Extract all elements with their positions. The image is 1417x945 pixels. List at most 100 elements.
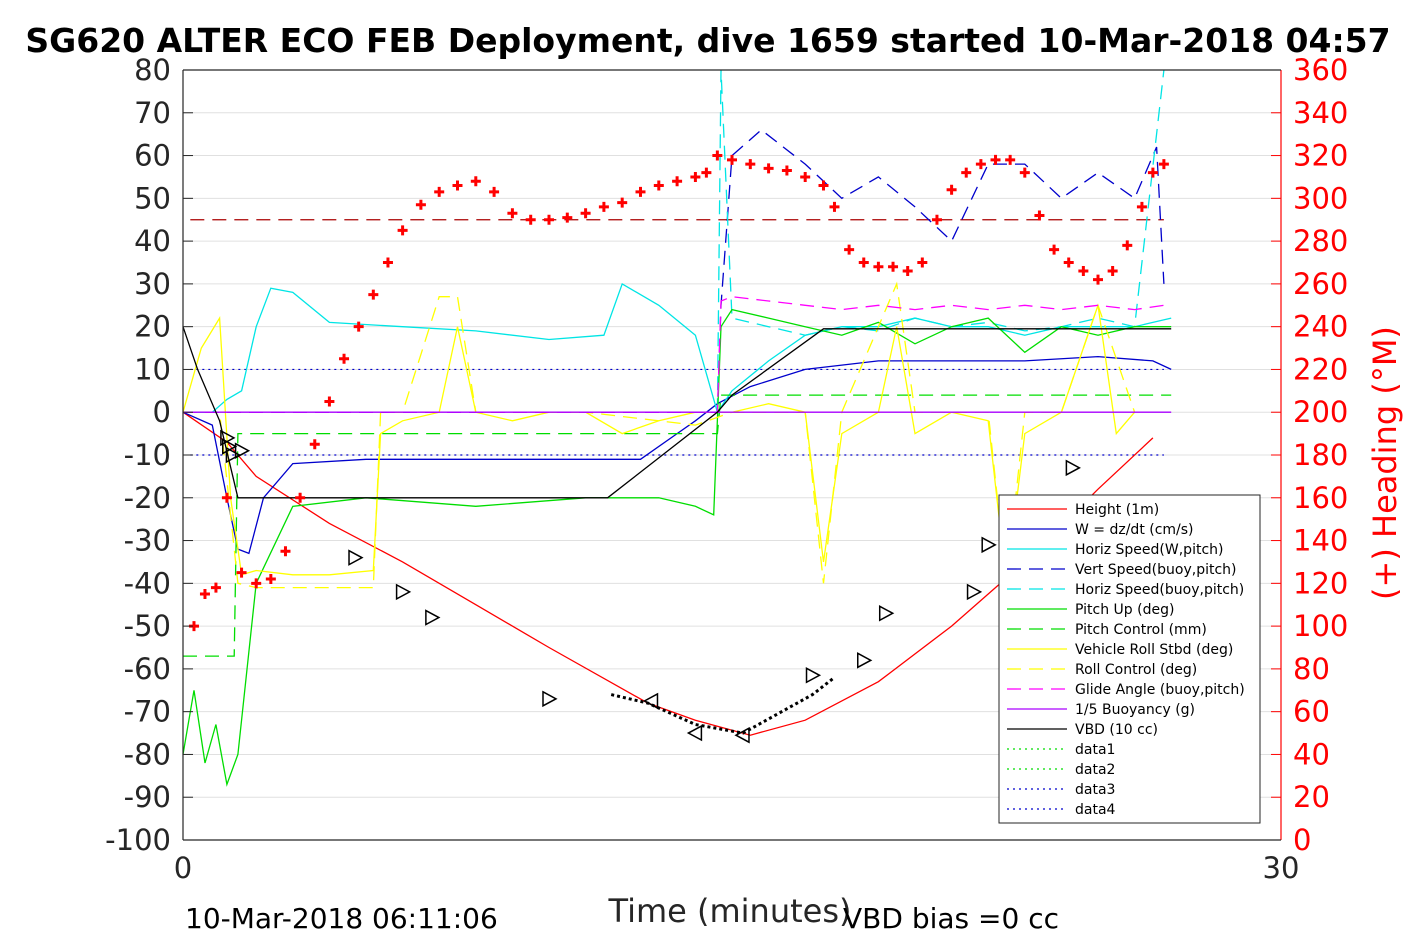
heading-marker bbox=[397, 225, 408, 236]
series-line bbox=[182, 355, 1172, 555]
heading-marker bbox=[368, 289, 379, 300]
legend-label: Vert Speed(buoy,pitch) bbox=[1075, 562, 1237, 578]
legend-label: data4 bbox=[1075, 802, 1116, 818]
heading-marker bbox=[617, 197, 628, 208]
heading-marker bbox=[1107, 266, 1118, 277]
heading-marker bbox=[251, 578, 262, 589]
x-tick-label: 0 bbox=[174, 851, 192, 885]
y-tick-label: -40 bbox=[124, 566, 171, 600]
y-tick-label: 40 bbox=[134, 224, 171, 258]
triangle-marker bbox=[642, 692, 659, 710]
heading-marker bbox=[489, 186, 500, 197]
y-tick-label: 70 bbox=[134, 96, 171, 130]
y-tick-label: -80 bbox=[124, 737, 171, 771]
y-right-tick-label: 0 bbox=[1293, 823, 1311, 857]
heading-marker bbox=[1005, 154, 1016, 165]
y-tick-label: -10 bbox=[124, 438, 171, 472]
y-right-tick-label: 300 bbox=[1293, 181, 1348, 215]
heading-marker bbox=[781, 165, 792, 176]
heading-marker bbox=[221, 492, 232, 503]
heading-marker bbox=[1158, 159, 1169, 170]
y-right-tick-label: 120 bbox=[1293, 566, 1348, 600]
heading-marker bbox=[598, 201, 609, 212]
series-line bbox=[183, 129, 1165, 413]
triangle-marker bbox=[234, 442, 251, 459]
heading-marker bbox=[265, 574, 276, 585]
legend-label: W = dz/dt (cm/s) bbox=[1075, 522, 1194, 538]
triangle-marker bbox=[225, 446, 241, 464]
heading-marker bbox=[800, 171, 811, 182]
series-line bbox=[182, 411, 1154, 736]
legend-box bbox=[998, 494, 1261, 824]
axes: 80706050403020100-10-20-30-40-50-60-70-8… bbox=[105, 53, 1348, 885]
y-right-tick-label: 180 bbox=[1293, 438, 1348, 472]
legend-label: Height (1m) bbox=[1075, 502, 1159, 518]
heading-marker bbox=[763, 163, 774, 174]
heading-marker bbox=[1078, 266, 1089, 277]
y-right-tick-label: 340 bbox=[1293, 96, 1348, 130]
legend-label: data3 bbox=[1075, 782, 1115, 798]
heading-marker bbox=[295, 492, 306, 503]
series-line bbox=[716, 69, 1165, 413]
y-right-tick-label: 140 bbox=[1293, 524, 1348, 558]
heading-marker bbox=[353, 321, 364, 332]
heading-marker bbox=[199, 589, 210, 600]
triangle-marker bbox=[542, 690, 558, 708]
y-tick-label: 30 bbox=[134, 267, 171, 301]
heading-marker bbox=[1049, 244, 1060, 255]
heading-marker bbox=[931, 214, 942, 225]
heading-marker bbox=[1034, 210, 1045, 221]
heading-marker bbox=[902, 266, 913, 277]
heading-marker bbox=[829, 201, 840, 212]
x-axis-label: Time (minutes) bbox=[608, 892, 852, 930]
y-right-tick-label: 160 bbox=[1293, 481, 1348, 515]
heading-marker bbox=[544, 214, 554, 225]
legend-label: VBD (10 cc) bbox=[1075, 722, 1158, 738]
triangle-marker bbox=[857, 652, 873, 669]
heading-marker bbox=[507, 208, 518, 219]
triangle-marker bbox=[878, 605, 895, 622]
legend: Height (1m) W = dz/dt (cm/s) Horiz Speed(W… bbox=[998, 494, 1261, 824]
legend-label: data2 bbox=[1075, 762, 1115, 778]
y-tick-label: -50 bbox=[124, 609, 171, 643]
legend-label: data1 bbox=[1075, 742, 1115, 758]
y-tick-label: -100 bbox=[105, 823, 171, 857]
heading-marker bbox=[818, 180, 829, 191]
heading-marker bbox=[1093, 274, 1103, 285]
series-line bbox=[183, 394, 1172, 657]
y-right-tick-label: 40 bbox=[1293, 737, 1330, 771]
heading-marker bbox=[1122, 240, 1133, 251]
y-tick-label: 0 bbox=[153, 395, 171, 429]
footer-vbd-bias: VBD bias =0 cc bbox=[843, 902, 1059, 935]
heading-marker bbox=[415, 199, 426, 210]
heading-marker bbox=[690, 171, 701, 182]
heading-marker bbox=[1136, 201, 1147, 212]
y-tick-label: -90 bbox=[124, 780, 171, 814]
y-right-tick-label: 60 bbox=[1293, 695, 1330, 729]
y-right-tick-label: 360 bbox=[1293, 53, 1348, 87]
heading-marker bbox=[727, 154, 737, 165]
heading-marker bbox=[990, 154, 1001, 165]
series-line bbox=[182, 326, 1172, 499]
heading-marker bbox=[452, 180, 463, 191]
heading-marker bbox=[873, 261, 884, 272]
y-tick-label: 20 bbox=[134, 310, 171, 344]
legend-label: Roll Control (deg) bbox=[1075, 662, 1197, 678]
triangle-marker bbox=[1065, 459, 1081, 477]
legend-label: 1/5 Buoyancy (g) bbox=[1075, 702, 1195, 718]
y-tick-label: 60 bbox=[134, 139, 171, 173]
heading-marker bbox=[672, 176, 683, 187]
y-tick-label: 50 bbox=[134, 181, 171, 215]
legend-label: Horiz Speed(W,pitch) bbox=[1075, 542, 1223, 558]
y-right-tick-label: 280 bbox=[1293, 224, 1348, 258]
y-tick-label: 10 bbox=[134, 352, 171, 386]
y-right-tick-label: 320 bbox=[1293, 139, 1348, 173]
y-tick-label: -20 bbox=[124, 481, 171, 515]
heading-marker bbox=[961, 167, 972, 178]
heading-marker bbox=[339, 353, 350, 364]
legend-label: Glide Angle (buoy,pitch) bbox=[1075, 682, 1245, 698]
series-line bbox=[182, 308, 1172, 787]
triangle-marker bbox=[348, 549, 364, 566]
heading-marker bbox=[701, 167, 712, 178]
heading-marker bbox=[745, 159, 756, 170]
